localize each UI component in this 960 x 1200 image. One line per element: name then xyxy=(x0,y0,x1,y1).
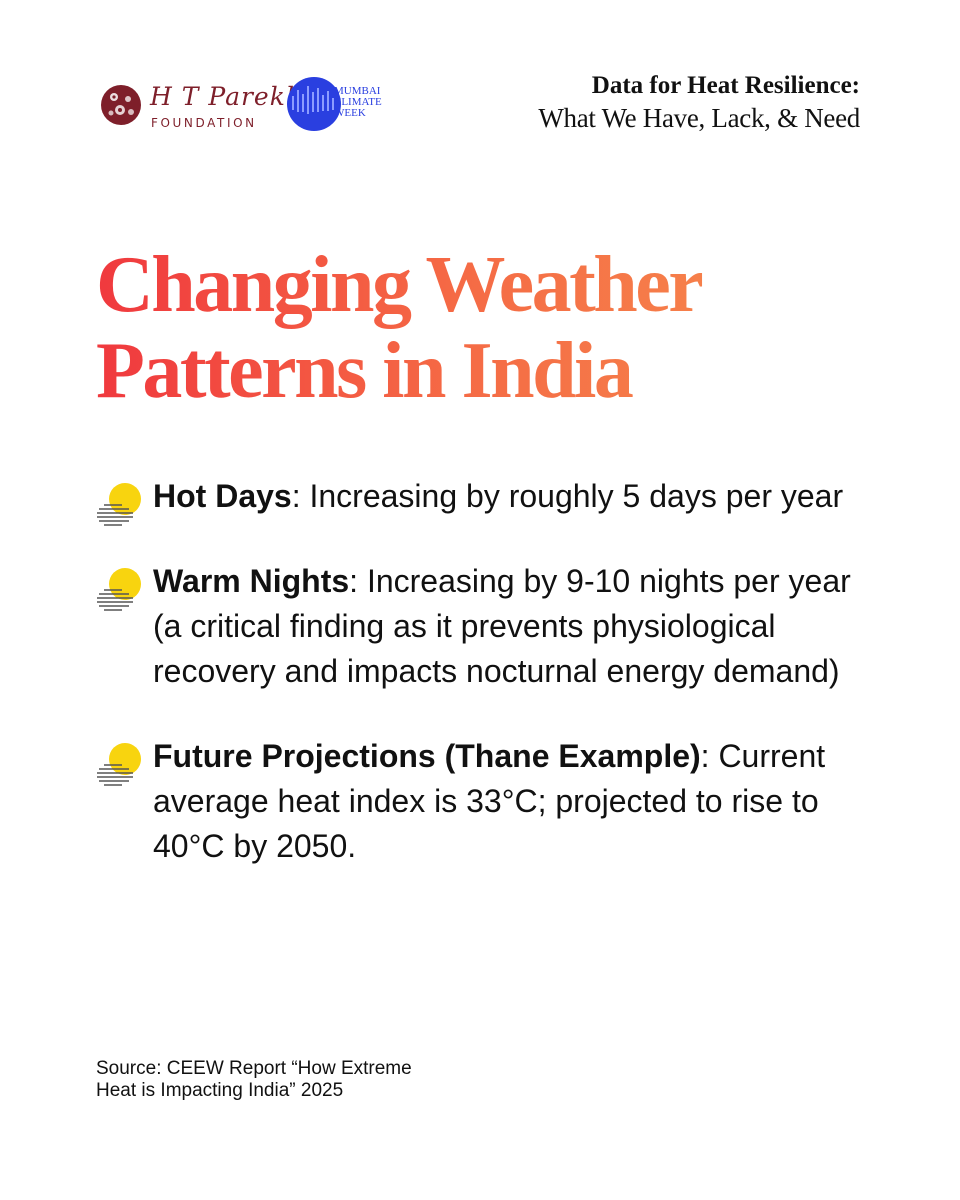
bullet-list: Hot Days: Increasing by roughly 5 days p… xyxy=(96,474,856,909)
series-title-line2: What We Have, Lack, & Need xyxy=(538,103,860,133)
sun-stripes-icon xyxy=(97,483,141,526)
series-title: Data for Heat Resilience: What We Have, … xyxy=(538,70,860,134)
htp-emblem-icon xyxy=(101,85,141,125)
source-citation: Source: CEEW Report “How Extreme Heat is… xyxy=(96,1058,516,1102)
mcw-globe-icon xyxy=(287,77,341,131)
list-item: Hot Days: Increasing by roughly 5 days p… xyxy=(96,474,856,526)
bullet-term: Hot Days xyxy=(153,478,292,514)
htp-subtitle: FOUNDATION xyxy=(151,116,257,130)
list-item: Warm Nights: Increasing by 9-10 nights p… xyxy=(96,559,856,694)
mcw-wordmark: MUMBAI CLIMATE WEEK xyxy=(334,85,382,119)
bullet-description: Increasing by 9-10 nights per year (a cr… xyxy=(153,563,851,689)
bullet-separator: : xyxy=(291,478,301,514)
bullet-term: Future Projections (Thane Example) xyxy=(153,738,701,774)
bullet-text: Future Projections (Thane Example): Curr… xyxy=(153,734,856,869)
bullet-separator: : xyxy=(700,738,710,774)
bullet-description: Current average heat index is 33°C; proj… xyxy=(153,738,826,864)
sun-stripes-icon xyxy=(97,743,141,786)
bullet-separator: : xyxy=(349,563,359,599)
source-line1: Source: CEEW Report “How Extreme xyxy=(96,1058,412,1079)
sun-stripes-icon xyxy=(97,568,141,611)
htp-foundation-logo: H T Parekh FOUNDATION xyxy=(100,78,302,138)
header: H T Parekh FOUNDATION MUMBAI CLIMATE WEE… xyxy=(0,70,960,160)
htp-name: H T Parekh xyxy=(150,82,303,111)
bullet-term: Warm Nights xyxy=(153,563,350,599)
bullet-text: Hot Days: Increasing by roughly 5 days p… xyxy=(153,474,856,519)
bullet-description: Increasing by roughly 5 days per year xyxy=(300,478,844,514)
bullet-text: Warm Nights: Increasing by 9-10 nights p… xyxy=(153,559,856,694)
page-title-line1: Changing Weather xyxy=(96,241,702,329)
page-title-line2: Patterns in India xyxy=(96,327,632,415)
page-title: Changing Weather Patterns in India xyxy=(96,242,896,414)
mumbai-climate-week-logo: MUMBAI CLIMATE WEEK xyxy=(286,76,382,132)
series-title-line1: Data for Heat Resilience: xyxy=(591,72,860,99)
source-line2: Heat is Impacting India” 2025 xyxy=(96,1080,344,1101)
list-item: Future Projections (Thane Example): Curr… xyxy=(96,734,856,869)
